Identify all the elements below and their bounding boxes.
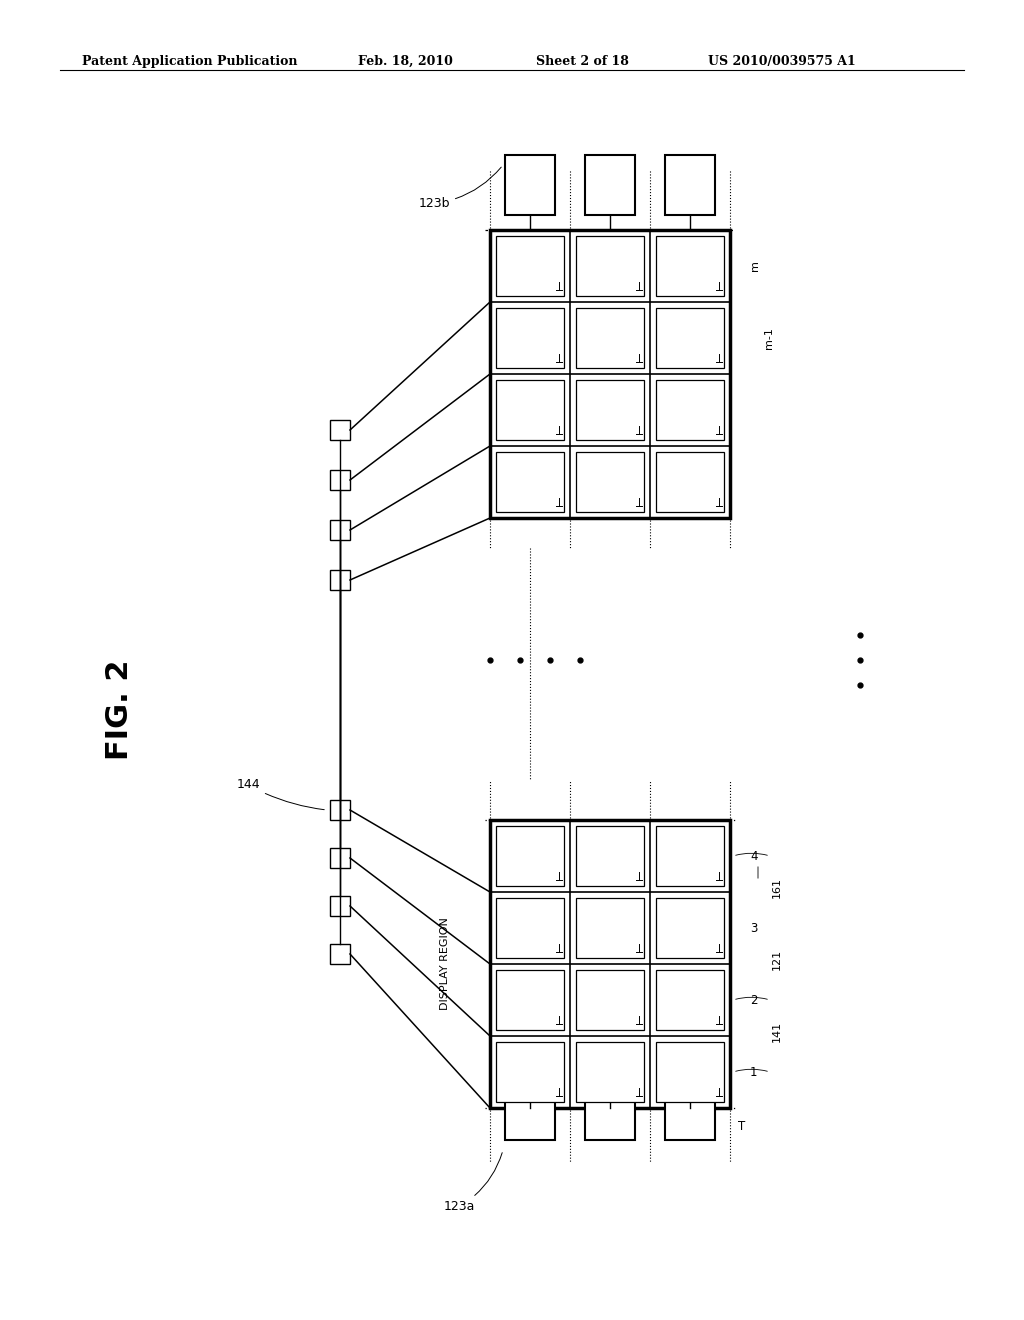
- Bar: [575, 826, 644, 886]
- Bar: [496, 380, 564, 440]
- Text: FIG. 2: FIG. 2: [105, 660, 134, 760]
- Bar: [496, 308, 564, 368]
- Text: 141: 141: [772, 1020, 782, 1041]
- Text: m: m: [750, 260, 760, 272]
- Text: 1: 1: [750, 1065, 758, 1078]
- Bar: [575, 1041, 644, 1102]
- Text: Sheet 2 of 18: Sheet 2 of 18: [536, 55, 629, 69]
- Bar: [496, 826, 564, 886]
- Text: 4: 4: [750, 850, 758, 862]
- Text: 2: 2: [750, 994, 758, 1006]
- Bar: [505, 154, 555, 215]
- Bar: [330, 470, 350, 490]
- Text: 3: 3: [750, 921, 758, 935]
- Bar: [496, 1041, 564, 1102]
- Bar: [496, 898, 564, 958]
- Bar: [656, 380, 724, 440]
- Text: T: T: [738, 1119, 745, 1133]
- Bar: [330, 847, 350, 869]
- Bar: [656, 970, 724, 1030]
- Bar: [490, 230, 730, 517]
- Bar: [330, 800, 350, 820]
- Text: US 2010/0039575 A1: US 2010/0039575 A1: [708, 55, 856, 69]
- Bar: [575, 970, 644, 1030]
- Bar: [575, 380, 644, 440]
- Bar: [330, 520, 350, 540]
- Text: 123b: 123b: [419, 168, 501, 210]
- Bar: [496, 970, 564, 1030]
- Bar: [490, 820, 730, 1107]
- Bar: [575, 898, 644, 958]
- Text: m-1: m-1: [764, 327, 774, 348]
- Text: Feb. 18, 2010: Feb. 18, 2010: [358, 55, 453, 69]
- Text: 123a: 123a: [443, 1152, 502, 1213]
- Bar: [330, 944, 350, 964]
- Bar: [330, 896, 350, 916]
- Bar: [505, 1080, 555, 1140]
- Bar: [656, 1041, 724, 1102]
- Bar: [496, 451, 564, 512]
- Text: DISPLAY REGION: DISPLAY REGION: [440, 917, 450, 1010]
- Text: Patent Application Publication: Patent Application Publication: [82, 55, 298, 69]
- Bar: [665, 154, 715, 215]
- Bar: [656, 308, 724, 368]
- Bar: [330, 420, 350, 440]
- Bar: [656, 451, 724, 512]
- Bar: [665, 1080, 715, 1140]
- Bar: [585, 1080, 635, 1140]
- Text: 144: 144: [237, 779, 325, 809]
- Bar: [496, 236, 564, 296]
- Bar: [330, 570, 350, 590]
- Bar: [656, 236, 724, 296]
- Text: 121: 121: [772, 949, 782, 970]
- Text: 161: 161: [772, 876, 782, 898]
- Bar: [575, 308, 644, 368]
- Bar: [575, 451, 644, 512]
- Bar: [656, 826, 724, 886]
- Bar: [575, 236, 644, 296]
- Bar: [656, 898, 724, 958]
- Bar: [585, 154, 635, 215]
